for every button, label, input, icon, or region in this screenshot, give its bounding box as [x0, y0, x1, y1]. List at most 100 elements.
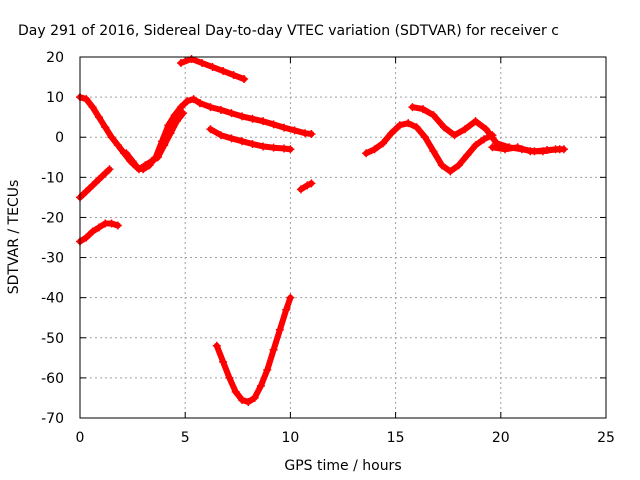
data-point: [82, 233, 91, 242]
data-point: [94, 113, 103, 122]
series-9: [362, 119, 497, 176]
data-point: [395, 121, 404, 130]
data-point: [134, 165, 143, 174]
data-point: [471, 141, 480, 150]
data-point: [429, 111, 438, 120]
data-point: [206, 125, 215, 134]
data-point: [113, 141, 122, 150]
data-point: [225, 373, 234, 382]
data-point: [275, 325, 284, 334]
x-tick-label: 15: [387, 430, 405, 446]
data-point: [559, 145, 568, 154]
data-point: [450, 131, 459, 140]
data-point: [280, 144, 289, 153]
series-9-trace: [363, 120, 496, 175]
data-point: [166, 129, 175, 138]
data-point: [418, 105, 427, 114]
data-point: [269, 143, 278, 152]
data-point: [128, 157, 137, 166]
y-tick-label: -60: [41, 371, 64, 387]
series-5: [76, 165, 114, 202]
data-point: [244, 397, 253, 406]
data-point: [238, 137, 247, 146]
data-point: [412, 123, 421, 132]
data-point: [250, 393, 259, 402]
data-point: [248, 114, 257, 123]
y-tick-label: 0: [55, 130, 64, 146]
data-point: [238, 112, 247, 121]
data-point: [176, 103, 185, 112]
data-point: [216, 105, 225, 114]
series-3-trace: [207, 126, 294, 153]
data-point: [269, 120, 278, 129]
data-point: [526, 147, 535, 156]
data-point: [437, 161, 446, 170]
data-point: [303, 181, 312, 190]
series-11: [488, 143, 568, 156]
data-point: [122, 149, 131, 158]
x-tick-label: 0: [76, 430, 85, 446]
data-point: [263, 365, 272, 374]
data-point: [153, 153, 162, 162]
y-tick-label: -50: [41, 331, 64, 347]
series-8-trace: [297, 180, 315, 193]
data-series: [76, 55, 568, 406]
x-axis-label: GPS time / hours: [284, 458, 401, 474]
data-point: [429, 147, 438, 156]
x-tick-label: 5: [181, 430, 190, 446]
data-point: [370, 145, 379, 154]
data-point: [187, 55, 196, 64]
data-point: [461, 125, 470, 134]
x-tick-label: 25: [597, 430, 615, 446]
data-point: [101, 123, 110, 132]
series-0-trace: [77, 94, 203, 173]
data-point: [88, 227, 97, 236]
y-axis-label: SDTVAR / TECUs: [6, 180, 22, 295]
data-point: [296, 185, 305, 194]
data-point: [290, 126, 299, 135]
y-tick-label: -30: [41, 251, 64, 267]
series-8: [296, 179, 316, 194]
y-tick-label: -70: [41, 411, 64, 427]
data-point: [206, 103, 215, 112]
data-point: [280, 123, 289, 132]
data-point: [501, 145, 510, 154]
data-point: [421, 133, 430, 142]
data-point: [378, 139, 387, 148]
data-point: [176, 59, 185, 68]
data-point: [362, 149, 371, 158]
data-point: [513, 143, 522, 152]
data-point: [170, 111, 179, 120]
data-point: [107, 219, 116, 228]
data-point: [94, 223, 103, 232]
y-tick-label: -40: [41, 291, 64, 307]
data-point: [227, 134, 236, 143]
data-point: [113, 221, 122, 230]
data-point: [219, 357, 228, 366]
ticks: [79, 56, 607, 419]
y-tick-labels: -70 -60 -50 -40 -30 -20 -10 0 10 20: [41, 50, 64, 427]
y-tick-label: -20: [41, 210, 64, 226]
data-point: [256, 381, 265, 390]
data-point: [282, 305, 291, 314]
data-point: [248, 140, 257, 149]
data-point: [179, 109, 188, 118]
data-point: [107, 133, 116, 142]
data-point: [160, 141, 169, 150]
data-point: [551, 145, 560, 154]
series-7: [212, 293, 295, 406]
data-point: [454, 161, 463, 170]
data-point: [286, 293, 295, 302]
x-tick-label: 10: [281, 430, 299, 446]
data-point: [195, 99, 204, 108]
series-1-trace: [123, 110, 187, 173]
data-point: [387, 129, 396, 138]
data-point: [404, 119, 413, 128]
data-point: [307, 179, 316, 188]
data-point: [172, 117, 181, 126]
data-point: [198, 59, 207, 68]
data-point: [183, 97, 192, 106]
data-point: [301, 129, 310, 138]
data-point: [446, 167, 455, 176]
